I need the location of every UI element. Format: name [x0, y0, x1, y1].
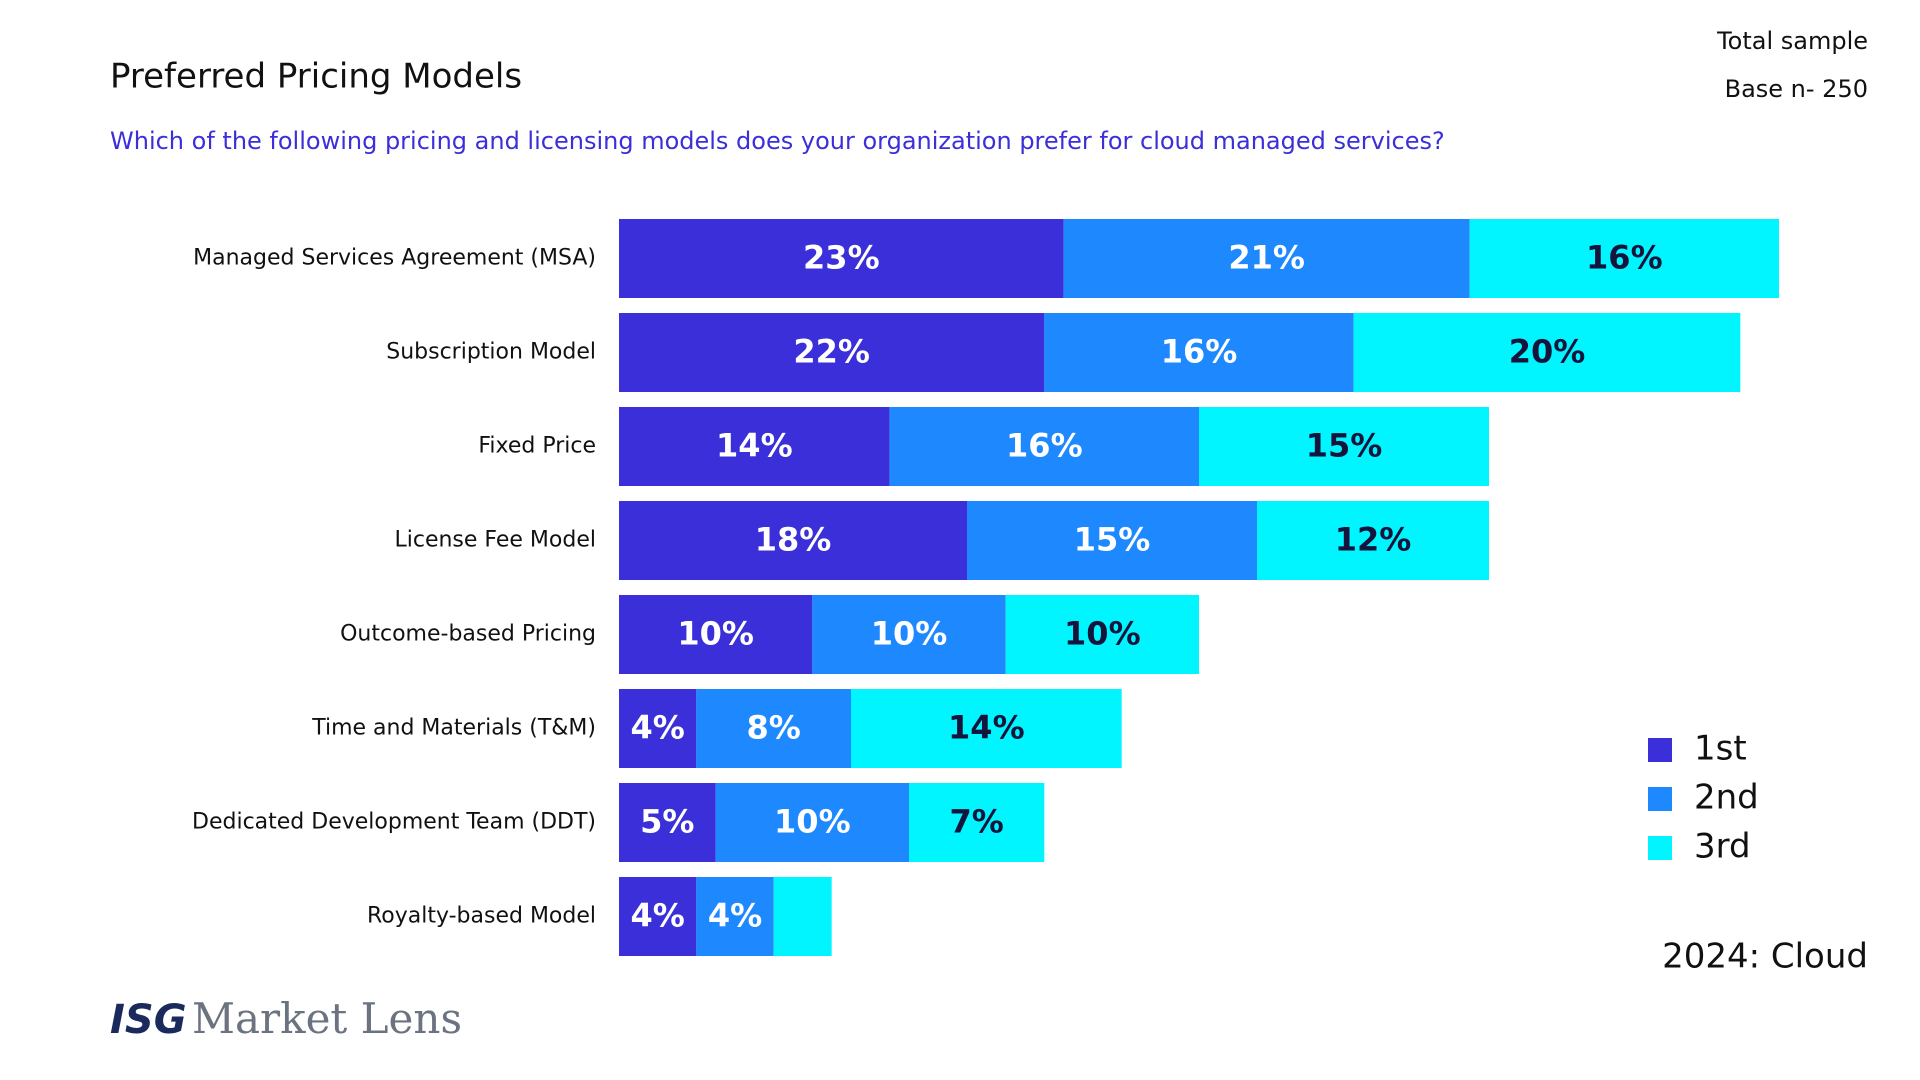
bar-segment [1063, 219, 1470, 298]
data-label: 10% [1064, 615, 1141, 653]
legend-label: 3rd [1694, 827, 1751, 867]
data-label: 10% [871, 615, 948, 653]
bar-segment [696, 689, 851, 768]
data-label: 4% [708, 897, 762, 935]
bar-segment [619, 689, 697, 768]
category-label: Subscription Model [386, 340, 596, 365]
data-label: 21% [1228, 239, 1305, 277]
bar-segment [1005, 595, 1199, 674]
bar-segment [909, 783, 1045, 862]
data-label: 5% [640, 803, 694, 841]
bar-segment [1469, 219, 1779, 298]
logo-product: Market Lens [192, 994, 462, 1043]
bar-segment [851, 689, 1122, 768]
data-label: 23% [803, 239, 880, 277]
bar-segment [1044, 313, 1354, 392]
sample-title: Total sample [1716, 27, 1868, 55]
bar-segment [619, 407, 890, 486]
legend-swatch [1648, 836, 1672, 860]
category-label: Outcome-based Pricing [340, 622, 596, 647]
bar-segment [619, 313, 1045, 392]
bar-segment [1353, 313, 1741, 392]
legend-swatch [1648, 738, 1672, 762]
data-label: 12% [1335, 521, 1412, 559]
bar-segment [619, 219, 1064, 298]
chart-subtitle: Which of the following pricing and licen… [110, 127, 1445, 155]
logo-brand: ISG [110, 997, 187, 1043]
data-label: 16% [1006, 427, 1083, 465]
sample-base: Base n- 250 [1725, 75, 1868, 103]
data-label: 22% [793, 333, 870, 371]
chart-title: Preferred Pricing Models [110, 57, 522, 97]
data-label: 14% [948, 709, 1025, 747]
category-label: Managed Services Agreement (MSA) [193, 246, 596, 271]
bar-segment [619, 595, 813, 674]
category-label: Time and Materials (T&M) [311, 716, 596, 741]
category-label: Dedicated Development Team (DDT) [192, 810, 596, 835]
bar-segment [889, 407, 1199, 486]
bar-segment [715, 783, 909, 862]
bar-segment [812, 595, 1006, 674]
annotation: 2024: Cloud [1662, 937, 1868, 977]
category-label: Royalty-based Model [367, 904, 596, 929]
bar-segment [619, 877, 697, 956]
data-label: 4% [631, 897, 685, 935]
data-label: 4% [631, 709, 685, 747]
bar-segment [967, 501, 1257, 580]
data-label: 18% [755, 521, 832, 559]
data-label: 16% [1161, 333, 1238, 371]
data-label: 10% [774, 803, 851, 841]
bar-segment [773, 877, 832, 956]
legend-swatch [1648, 787, 1672, 811]
category-label: License Fee Model [394, 528, 596, 553]
data-label: 10% [677, 615, 754, 653]
bar-segment [1199, 407, 1489, 486]
data-label: 8% [747, 709, 801, 747]
data-label: 20% [1509, 333, 1586, 371]
bar-segment [619, 501, 967, 580]
data-label: 15% [1306, 427, 1383, 465]
legend-label: 1st [1694, 729, 1747, 769]
data-label: 16% [1586, 239, 1663, 277]
bar-segment [619, 783, 716, 862]
legend-label: 2nd [1694, 778, 1759, 818]
bar-segment [696, 877, 774, 956]
data-label: 7% [950, 803, 1004, 841]
category-label: Fixed Price [478, 434, 596, 459]
data-label: 15% [1074, 521, 1151, 559]
bar-segment [1257, 501, 1489, 580]
data-label: 14% [716, 427, 793, 465]
